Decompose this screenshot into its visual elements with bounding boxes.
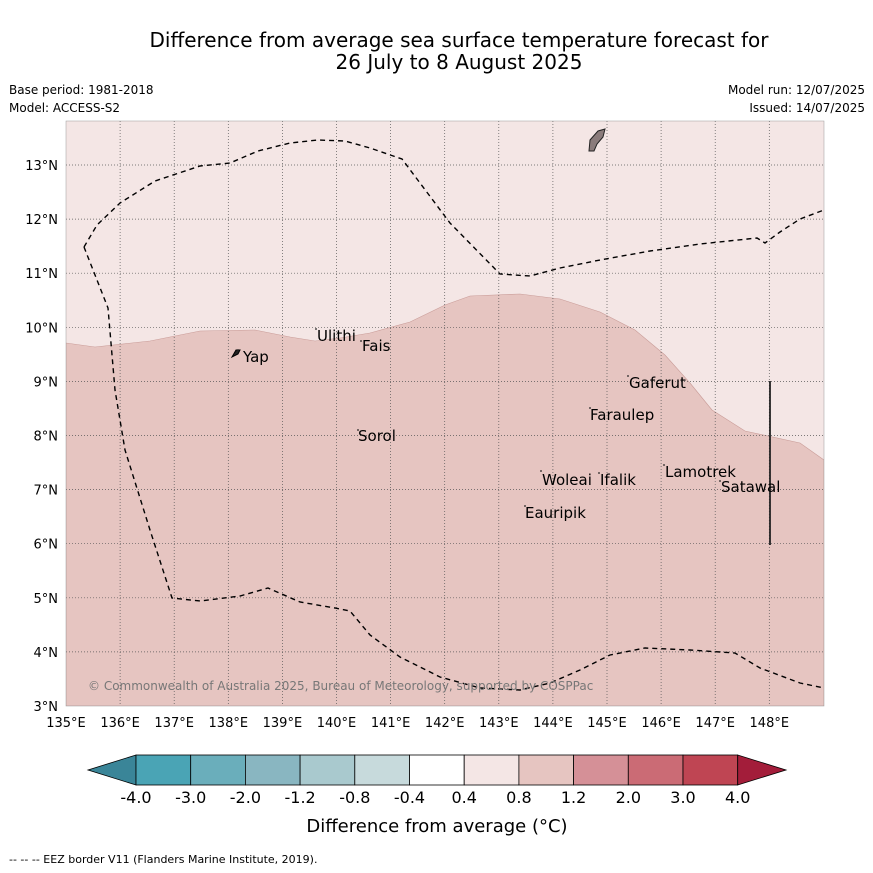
colorbar-tick-label: -1.2 bbox=[284, 788, 315, 807]
colorbar-tick-label: 1.2 bbox=[561, 788, 586, 807]
meta-left: Base period: 1981-2018 Model: ACCESS-S2 bbox=[9, 81, 154, 117]
longitude-label: 142°E bbox=[425, 716, 465, 731]
longitude-label: 139°E bbox=[263, 716, 303, 731]
issued-date: Issued: 14/07/2025 bbox=[749, 101, 865, 115]
place-labels: Ulithi Fais Yap Gaferut Faraulep Sorol Lamotre… bbox=[237, 327, 780, 522]
island-yap bbox=[230, 349, 241, 359]
latitude-label: 9°N bbox=[34, 375, 59, 390]
island-dot bbox=[719, 480, 721, 482]
map-frame bbox=[65, 120, 825, 707]
place-label: Satawal bbox=[721, 478, 780, 496]
island-dot bbox=[663, 464, 665, 466]
eez-border bbox=[83, 139, 824, 277]
latitude-label: 4°N bbox=[34, 646, 59, 661]
map-gridlines bbox=[66, 121, 824, 706]
island-dot bbox=[598, 472, 600, 474]
colorbar-bin bbox=[682, 754, 739, 786]
place-label: Ifalik bbox=[600, 471, 636, 489]
island-dot bbox=[627, 375, 629, 377]
chart-title: Difference from average sea surface temp… bbox=[0, 29, 873, 73]
place-label: Ulithi bbox=[317, 327, 356, 345]
colorbar-tick-label: 4.0 bbox=[725, 788, 750, 807]
place-label: Yap bbox=[242, 348, 269, 366]
longitude-label: 146°E bbox=[641, 716, 681, 731]
colorbar-tick-label: 2.0 bbox=[616, 788, 641, 807]
title-line-1: Difference from average sea surface temp… bbox=[149, 28, 769, 52]
meta-right: Model run: 12/07/2025 Issued: 14/07/2025 bbox=[728, 81, 865, 117]
island-dot bbox=[524, 505, 526, 507]
colorbar-tick-label: -0.8 bbox=[339, 788, 370, 807]
longitude-label: 137°E bbox=[154, 716, 194, 731]
colorbar-tick-label: -3.0 bbox=[175, 788, 206, 807]
colorbar-tick-label: 3.0 bbox=[670, 788, 695, 807]
longitude-label: 141°E bbox=[371, 716, 411, 731]
longitude-label: 144°E bbox=[533, 716, 573, 731]
place-label: Woleai bbox=[542, 471, 592, 489]
island-dot bbox=[540, 470, 542, 472]
place-label: Faraulep bbox=[590, 406, 654, 424]
island-dot bbox=[357, 429, 359, 431]
latitude-labels: 3°N 4°N 5°N 6°N 7°N 8°N 9°N 10°N 11°N 12°N 13°N bbox=[25, 159, 58, 715]
place-label: Gaferut bbox=[629, 374, 686, 392]
colorbar-extend-high bbox=[737, 754, 788, 786]
latitude-label: 10°N bbox=[25, 321, 58, 336]
colorbar-bin bbox=[354, 754, 410, 786]
colorbar-bin bbox=[244, 754, 301, 786]
colorbar-bin bbox=[135, 754, 192, 786]
colorbar-tick-label: 0.4 bbox=[451, 788, 476, 807]
colorbar-bin bbox=[573, 754, 629, 786]
place-label: Fais bbox=[362, 337, 391, 355]
colorbar-bin bbox=[299, 754, 356, 786]
longitude-label: 145°E bbox=[587, 716, 627, 731]
copyright-notice: © Commonwealth of Australia 2025, Bureau… bbox=[88, 679, 593, 693]
colorbar-bin bbox=[627, 754, 684, 786]
base-period: Base period: 1981-2018 bbox=[9, 83, 154, 97]
colorbar-bin bbox=[518, 754, 575, 786]
latitude-label: 13°N bbox=[25, 159, 58, 174]
place-label: Sorol bbox=[358, 427, 396, 445]
colorbar-bin bbox=[190, 754, 246, 786]
latitude-label: 12°N bbox=[25, 213, 58, 228]
longitude-labels: 135°E 136°E 137°E 138°E 139°E 140°E 141°E 142°E… bbox=[46, 716, 789, 731]
longitude-label: 136°E bbox=[100, 716, 140, 731]
colorbar-tick-label: -4.0 bbox=[120, 788, 151, 807]
longitude-label: 140°E bbox=[317, 716, 357, 731]
latitude-label: 5°N bbox=[34, 592, 59, 607]
longitude-label: 147°E bbox=[695, 716, 735, 731]
colorbar-tick-label: -2.0 bbox=[230, 788, 261, 807]
place-label: Eauripik bbox=[525, 504, 586, 522]
island-dot bbox=[237, 349, 239, 351]
longitude-label: 135°E bbox=[46, 716, 86, 731]
model-run: Model run: 12/07/2025 bbox=[727, 83, 865, 97]
latitude-label: 7°N bbox=[34, 484, 59, 499]
colorbar-tick-label: -0.4 bbox=[394, 788, 425, 807]
eez-footnote: -- -- -- EEZ border V11 (Flanders Marine… bbox=[9, 853, 318, 866]
latitude-label: 11°N bbox=[25, 267, 58, 282]
colorbar-label: Difference from average (°C) bbox=[306, 816, 567, 837]
island-dot bbox=[589, 407, 591, 409]
model-name: Model: ACCESS-S2 bbox=[9, 101, 121, 115]
longitude-label: 148°E bbox=[750, 716, 790, 731]
eez-border-south bbox=[83, 246, 824, 691]
latitude-label: 3°N bbox=[34, 700, 59, 715]
longitude-label: 143°E bbox=[479, 716, 519, 731]
island-dot bbox=[360, 340, 362, 342]
title-line-2: 26 July to 8 August 2025 bbox=[335, 50, 583, 74]
island-dot bbox=[315, 328, 317, 330]
colorbar: -4.0 -3.0 -2.0 -1.2 -0.8 -0.4 0.4 0.8 1.2 2.0 3.0 4… bbox=[86, 754, 788, 807]
place-label: Lamotrek bbox=[665, 463, 736, 481]
latitude-label: 8°N bbox=[34, 430, 59, 445]
latitude-label: 6°N bbox=[34, 538, 59, 553]
island-guam bbox=[588, 128, 606, 152]
colorbar-tick-label: 0.8 bbox=[506, 788, 531, 807]
colorbar-bin bbox=[409, 754, 465, 786]
map-area bbox=[66, 121, 824, 706]
colorbar-bin bbox=[463, 754, 520, 786]
colorbar-extend-low bbox=[86, 754, 137, 786]
longitude-label: 138°E bbox=[209, 716, 249, 731]
